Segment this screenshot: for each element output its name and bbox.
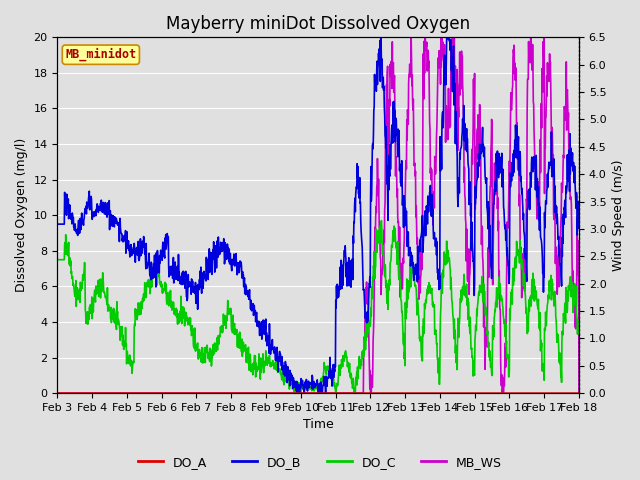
X-axis label: Time: Time [303, 419, 333, 432]
Title: Mayberry miniDot Dissolved Oxygen: Mayberry miniDot Dissolved Oxygen [166, 15, 470, 33]
Y-axis label: Wind Speed (m/s): Wind Speed (m/s) [612, 159, 625, 271]
Legend: DO_A, DO_B, DO_C, MB_WS: DO_A, DO_B, DO_C, MB_WS [133, 451, 507, 474]
Text: MB_minidot: MB_minidot [65, 48, 136, 61]
Y-axis label: Dissolved Oxygen (mg/l): Dissolved Oxygen (mg/l) [15, 138, 28, 292]
